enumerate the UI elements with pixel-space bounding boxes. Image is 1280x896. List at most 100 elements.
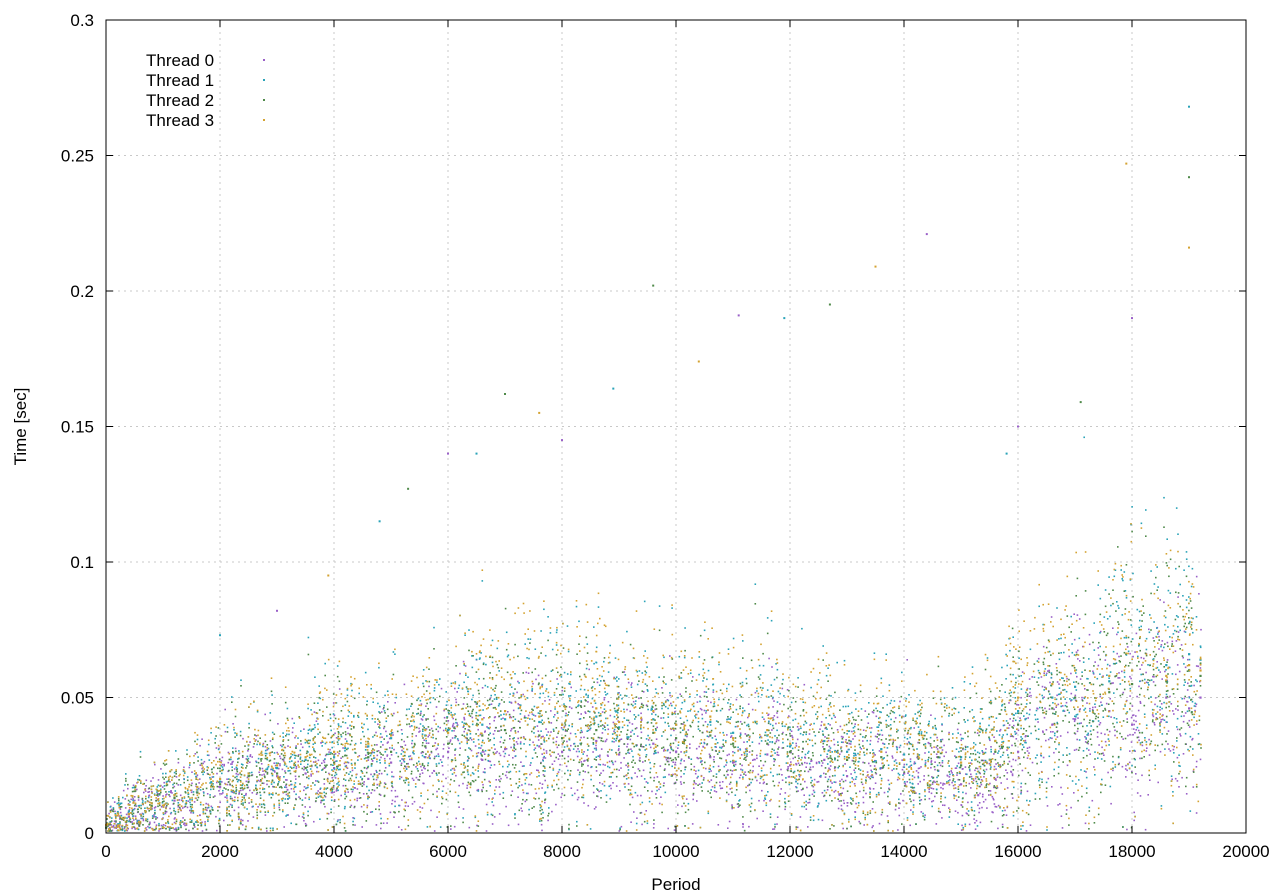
data-point [929,736,932,739]
trend-point [1188,653,1191,656]
data-point [522,693,524,696]
data-point [1088,643,1091,646]
data-point [1112,769,1114,772]
data-point [606,692,609,695]
data-point [1161,733,1164,735]
data-point [295,793,297,796]
data-point [544,779,546,782]
data-point [979,792,981,795]
data-point [1189,810,1192,812]
trend-point [424,734,427,737]
data-point [887,779,890,782]
data-point [993,786,995,789]
data-point [880,813,883,816]
data-point [427,798,429,801]
trend-point [652,718,655,721]
data-point [712,758,715,761]
data-point [527,792,529,795]
data-point [914,713,917,715]
data-point [843,802,845,805]
data-point [471,655,473,657]
data-point [713,786,716,789]
data-point [658,605,661,607]
data-point [303,766,306,768]
data-point [1056,694,1058,697]
data-point [294,775,297,778]
data-point [520,761,522,763]
data-point [879,767,881,769]
data-point [1052,731,1054,733]
data-point [117,823,120,825]
data-point [679,781,682,783]
data-point [1012,673,1014,676]
data-point [966,813,969,815]
data-point [386,773,389,776]
data-point [451,725,454,728]
data-point [891,757,894,759]
data-point [1137,709,1140,712]
data-point [218,822,220,825]
data-point [1012,814,1015,817]
data-point [867,722,870,724]
data-point [451,714,454,716]
data-point [477,770,479,772]
data-point [206,754,209,756]
data-point [1100,752,1103,755]
data-point [928,785,931,788]
data-point [1130,716,1133,719]
data-point [1028,695,1030,697]
data-point [470,738,473,741]
trend-point [823,758,826,761]
data-point [162,762,165,765]
data-point [333,768,336,770]
data-point [993,736,995,738]
data-point [740,768,742,771]
data-point [1175,640,1178,642]
data-point [458,806,460,808]
trend-point [447,729,450,732]
data-point [287,770,289,772]
data-point [437,744,439,746]
data-point [742,823,744,825]
data-point [391,732,393,734]
data-point [1086,747,1088,750]
data-point [1195,723,1198,725]
data-point [351,790,354,793]
data-point [821,762,824,764]
data-point [587,694,589,697]
data-point [1078,637,1081,640]
data-point [625,695,628,697]
data-point [428,734,431,736]
data-point [642,761,644,763]
data-point [527,672,530,674]
data-point [917,726,920,728]
data-point [475,711,478,714]
data-point [249,754,252,756]
data-point [315,780,317,782]
data-point [380,741,382,743]
data-point [445,727,447,730]
data-point [211,776,214,778]
data-point [674,739,677,741]
data-point [141,801,144,804]
data-point [597,755,600,757]
data-point [988,737,991,740]
data-point [912,811,914,813]
data-point [722,731,724,734]
data-point [495,752,497,754]
data-point [1015,677,1017,679]
data-point [1104,733,1106,736]
data-point [948,816,951,818]
data-point [445,691,447,693]
data-point [834,789,837,792]
data-point [985,768,988,771]
data-point [502,750,505,753]
data-point [1075,595,1077,597]
trend-point [823,739,826,743]
data-point [697,775,699,778]
data-point [287,798,289,800]
data-point [345,754,348,757]
data-point [239,773,241,775]
data-point [513,744,516,746]
data-point [699,695,701,698]
